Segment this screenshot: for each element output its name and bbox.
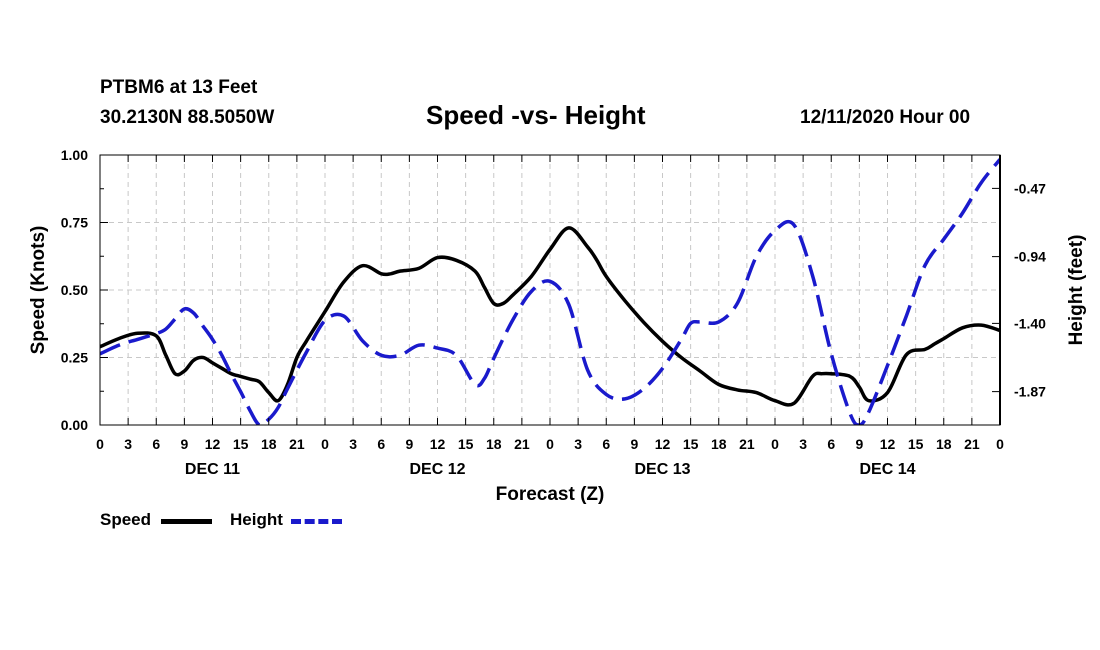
x-tick-label: 0 bbox=[771, 436, 779, 452]
x-tick-label: 18 bbox=[711, 436, 727, 452]
y-tick-label: 0.00 bbox=[61, 417, 88, 433]
x-tick-label: 18 bbox=[936, 436, 952, 452]
x-tick-label: 12 bbox=[880, 436, 896, 452]
x-axis-label: Forecast (Z) bbox=[496, 484, 605, 505]
y2-tick-label: -1.40 bbox=[1014, 315, 1046, 331]
axis-ticks: 0 3 6 9 12 15 18 21 0 3 6 9 12 15 18 21 0 3 6 9 12 15 18 21 0 3 6 9… bbox=[61, 147, 1046, 478]
day-label: DEC 14 bbox=[859, 461, 915, 478]
x-tick-label: 0 bbox=[321, 436, 329, 452]
grid bbox=[100, 155, 1000, 425]
x-tick-label: 21 bbox=[289, 436, 305, 452]
x-tick-label: 21 bbox=[964, 436, 980, 452]
series-line-speed bbox=[100, 226, 1000, 407]
x-tick-label: 6 bbox=[377, 436, 385, 452]
x-tick-label: 3 bbox=[349, 436, 357, 452]
x-tick-label: 9 bbox=[630, 436, 638, 452]
chart-title: Speed -vs- Height bbox=[426, 100, 646, 130]
legend-height-swatch bbox=[291, 519, 342, 524]
x-tick-label: 9 bbox=[180, 436, 188, 452]
x-tick-label: 9 bbox=[855, 436, 863, 452]
x-tick-label: 12 bbox=[205, 436, 221, 452]
station-label: PTBM6 at 13 Feet bbox=[100, 77, 258, 98]
day-label: DEC 12 bbox=[409, 461, 465, 478]
y-axis-label: Speed (Knots) bbox=[28, 226, 49, 355]
x-tick-label: 15 bbox=[908, 436, 924, 452]
y2-axis-label: Height (feet) bbox=[1066, 235, 1087, 346]
x-tick-label: 12 bbox=[430, 436, 446, 452]
x-tick-label: 12 bbox=[655, 436, 671, 452]
x-tick-label: 6 bbox=[152, 436, 160, 452]
series-layer bbox=[100, 158, 1000, 425]
day-label: DEC 11 bbox=[185, 461, 240, 478]
x-tick-label: 3 bbox=[799, 436, 807, 452]
x-tick-label: 18 bbox=[486, 436, 502, 452]
x-tick-label: 3 bbox=[574, 436, 582, 452]
y2-tick-label: -0.94 bbox=[1014, 249, 1046, 265]
series-line-height bbox=[100, 158, 1000, 425]
day-label: DEC 13 bbox=[634, 461, 690, 478]
y2-tick-label: -1.87 bbox=[1014, 384, 1046, 400]
y-tick-label: 0.75 bbox=[61, 215, 88, 231]
x-tick-label: 15 bbox=[458, 436, 474, 452]
legend-speed-label: Speed bbox=[100, 510, 152, 529]
forecast-date-label: 12/11/2020 Hour 00 bbox=[800, 107, 971, 128]
x-tick-label: 18 bbox=[261, 436, 277, 452]
x-tick-label: 15 bbox=[233, 436, 249, 452]
legend-height-label: Height bbox=[230, 510, 283, 529]
x-tick-label: 6 bbox=[602, 436, 610, 452]
x-tick-label: 0 bbox=[96, 436, 104, 452]
y-tick-label: 0.50 bbox=[61, 282, 88, 298]
y2-tick-label: -0.47 bbox=[1014, 180, 1046, 196]
x-tick-label: 21 bbox=[739, 436, 755, 452]
x-tick-label: 15 bbox=[683, 436, 699, 452]
legend-speed-swatch bbox=[161, 519, 212, 524]
x-tick-label: 0 bbox=[996, 436, 1004, 452]
coordinates-label: 30.2130N 88.5050W bbox=[100, 107, 275, 128]
x-tick-label: 0 bbox=[546, 436, 554, 452]
x-tick-label: 9 bbox=[405, 436, 413, 452]
y-tick-label: 1.00 bbox=[61, 147, 88, 163]
x-tick-label: 6 bbox=[827, 436, 835, 452]
y-tick-label: 0.25 bbox=[61, 350, 88, 366]
x-tick-label: 21 bbox=[514, 436, 530, 452]
x-tick-label: 3 bbox=[124, 436, 132, 452]
